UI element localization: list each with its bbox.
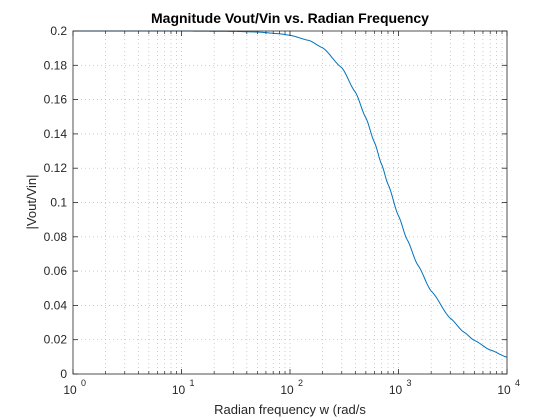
x-tick-label: 10 xyxy=(172,383,186,397)
y-axis-label: |Vout/Vin| xyxy=(24,175,39,230)
y-tick-label: 0 xyxy=(60,367,67,381)
y-tick-label: 0.14 xyxy=(44,127,68,141)
x-tick-label: 10 xyxy=(497,383,511,397)
grid xyxy=(73,31,507,374)
x-tick-exponent: 0 xyxy=(81,378,86,388)
x-tick-exponent: 2 xyxy=(298,378,303,388)
y-tick-label: 0.04 xyxy=(44,298,68,312)
x-tick-label: 10 xyxy=(389,383,403,397)
y-tick-label: 0.16 xyxy=(44,93,68,107)
y-tick-label: 0.02 xyxy=(44,333,68,347)
y-tick-label: 0.1 xyxy=(50,196,67,210)
x-axis-label: Radian frequency w (rad/s xyxy=(214,402,366,417)
x-tick-exponent: 4 xyxy=(515,378,520,388)
y-tick-label: 0.08 xyxy=(44,230,68,244)
tick-labels: 10 0 10 1 10 2 10 3 10 4 0 0.02 0.04 0.06 0.08 0.1 0.12 0… xyxy=(44,24,520,397)
y-tick-label: 0.12 xyxy=(44,161,68,175)
x-tick-exponent: 1 xyxy=(190,378,195,388)
y-tick-label: 0.2 xyxy=(50,24,67,38)
x-tick-exponent: 3 xyxy=(407,378,412,388)
chart-title: Magnitude Vout/Vin vs. Radian Frequency xyxy=(151,10,429,26)
ticks xyxy=(72,30,508,375)
x-tick-label: 10 xyxy=(280,383,294,397)
x-tick-label: 10 xyxy=(63,383,77,397)
y-tick-label: 0.18 xyxy=(44,58,68,72)
y-tick-label: 0.06 xyxy=(44,264,68,278)
